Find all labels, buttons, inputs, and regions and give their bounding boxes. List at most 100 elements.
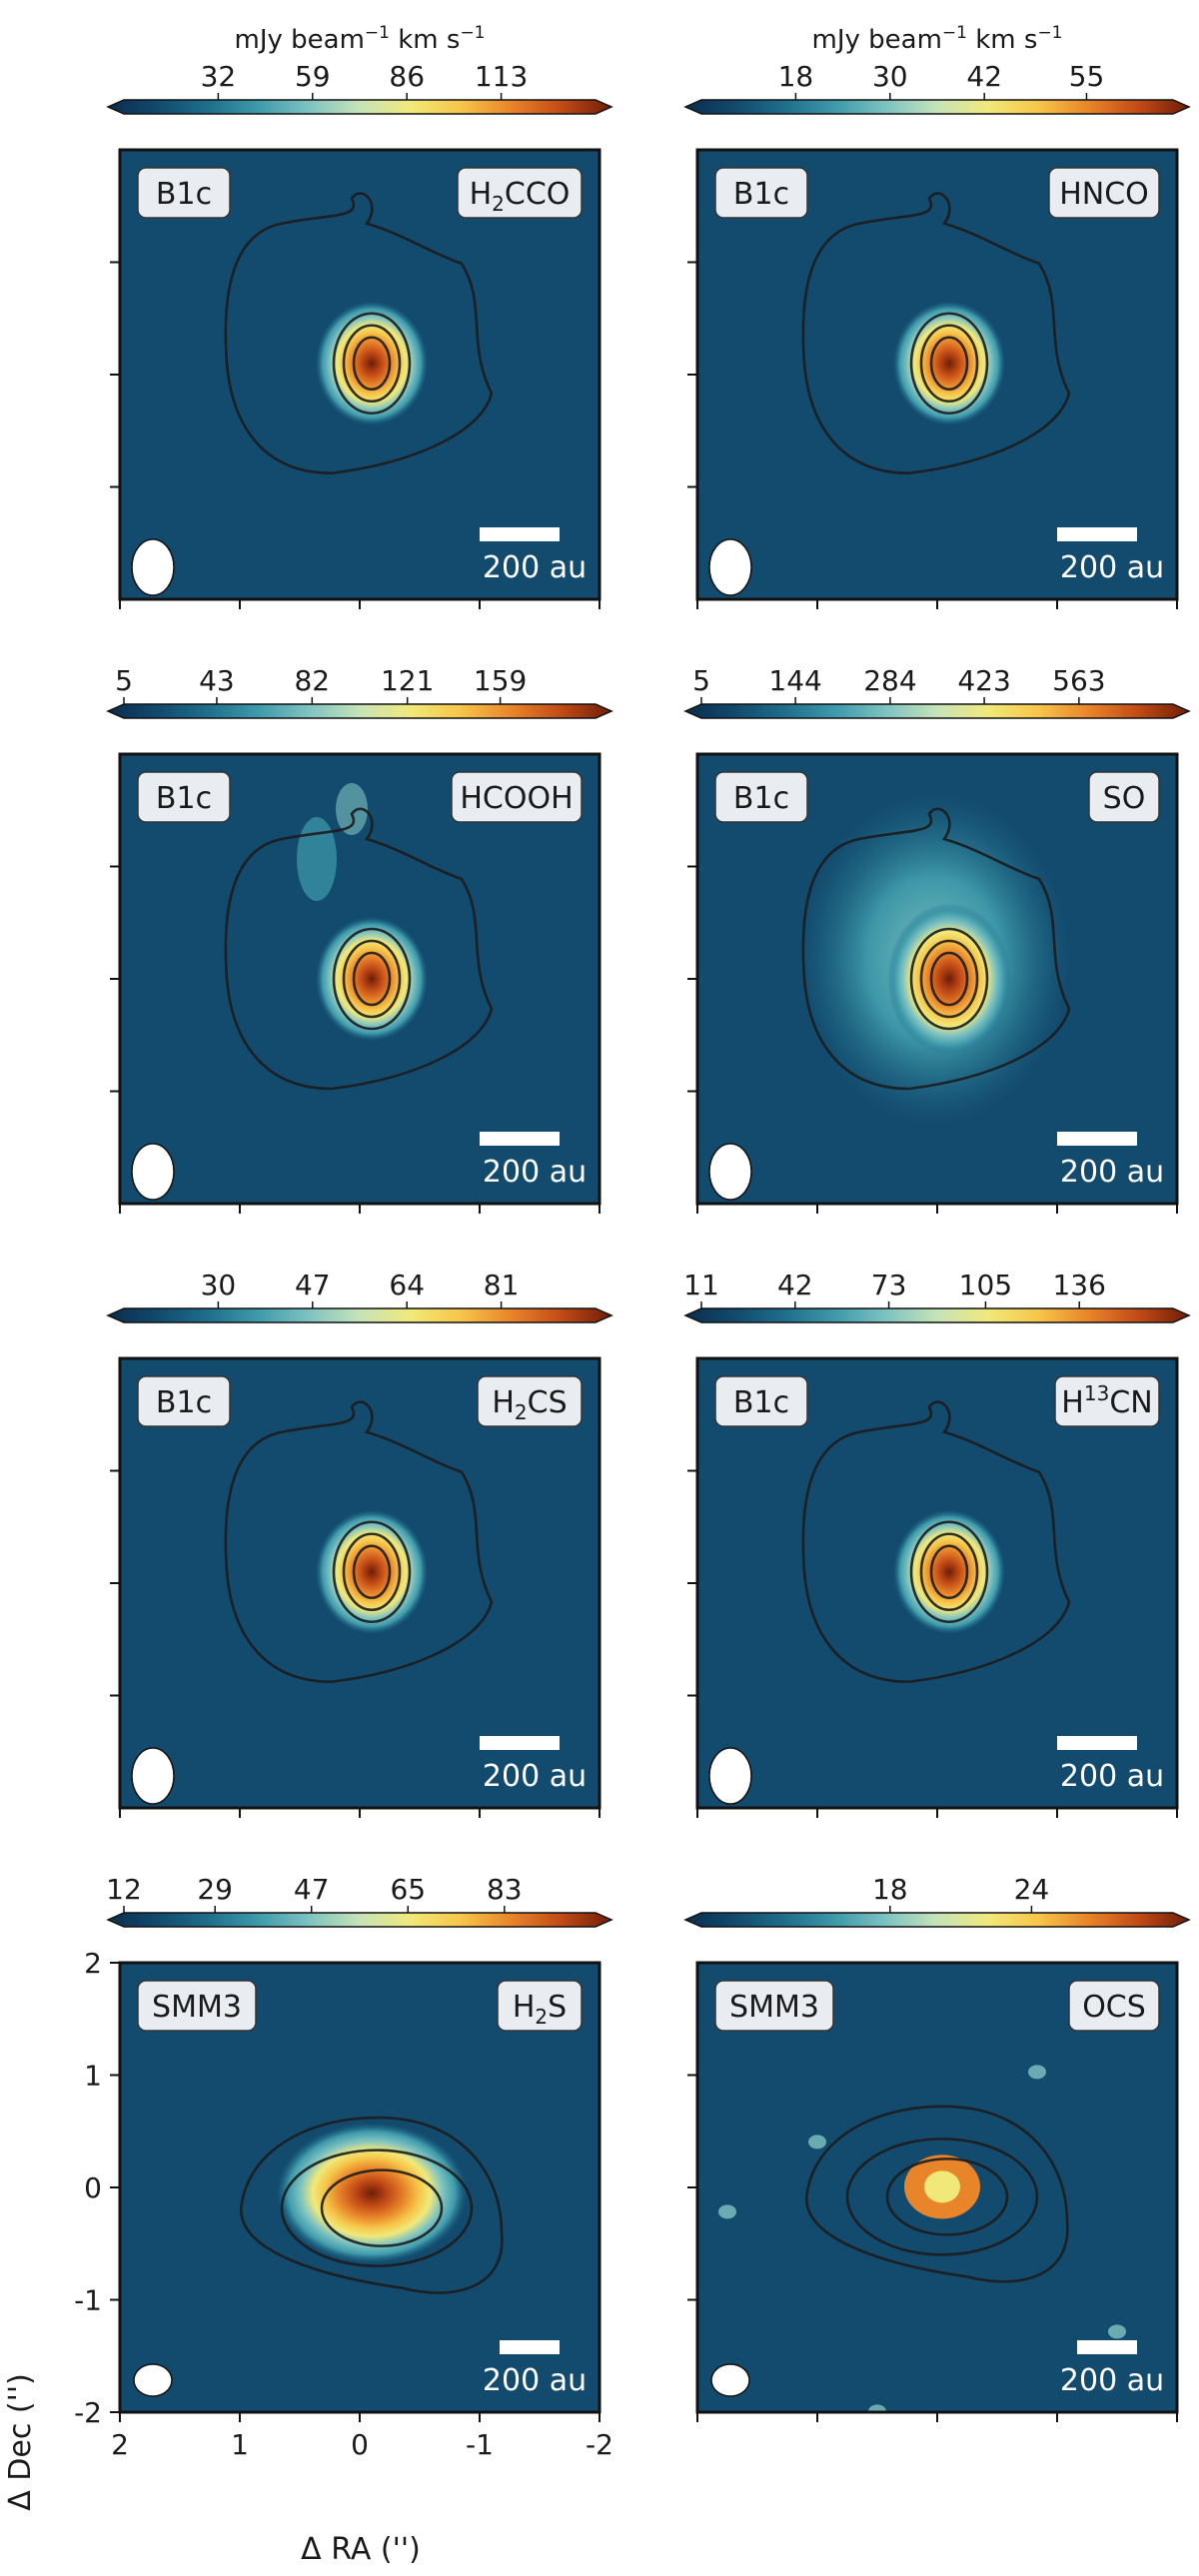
y-tick-label: 1 (84, 2060, 102, 2093)
emission-map (718, 1995, 1156, 2412)
molecule-label-box (1048, 167, 1160, 219)
contours (801, 192, 1071, 475)
colorbar-tick-label: 30 (201, 1269, 237, 1301)
molecule-label: OCS (1082, 1990, 1146, 2025)
panel-b1c-hcn: 11 42 73 105 136 B1c H13CN 200 au (683, 1269, 1191, 1818)
molecule-label: H2CS (492, 1385, 567, 1424)
source-label: SMM3 (729, 1990, 819, 2025)
colorbar-tick-label: 30 (872, 60, 908, 93)
colorbar-tick-label: 47 (294, 1873, 330, 1906)
colorbar-tick-label: 18 (872, 1873, 908, 1906)
molecule-label-box (1088, 771, 1160, 823)
contours (240, 2116, 504, 2294)
contours (801, 1400, 1071, 1684)
x-tick-label: -2 (586, 2428, 613, 2461)
colorbar-tick-label: 5 (692, 664, 710, 697)
molecule-label: H2S (513, 1990, 567, 2029)
scalebar-label: 200 au (483, 1155, 587, 1190)
scalebar-label: 200 au (1060, 550, 1164, 585)
colorbar-tick-label: 86 (389, 60, 425, 93)
source-label-box (714, 1980, 834, 2032)
beam-ellipse (131, 538, 175, 596)
colorbar-tick-label: 563 (1052, 664, 1105, 697)
colorbar-tick-label: 65 (390, 1873, 426, 1906)
colorbar-tick-label: 105 (959, 1269, 1012, 1301)
beam-ellipse (133, 2363, 173, 2397)
panel-b1c-hcooh: 5 43 82 121 159 B1c HCOOH 200 au (106, 664, 613, 1214)
scalebar (1057, 1132, 1137, 1146)
panel-smm3-ocs: 18 24 SMM3 OCS 200 au (683, 1873, 1191, 2422)
source-label: B1c (156, 781, 212, 816)
molecule-label-box (497, 1980, 583, 2032)
scalebar (1077, 2340, 1137, 2354)
colorbar-tick-label: 73 (871, 1269, 907, 1301)
beam-ellipse (708, 538, 752, 596)
emission-map (224, 783, 494, 1091)
source-label-box (137, 1375, 231, 1427)
molecule-label: HCOOH (460, 781, 573, 816)
source-label: B1c (733, 1385, 789, 1420)
molecule-label-box (1054, 1375, 1160, 1427)
colorbar-tick-label: 43 (199, 664, 235, 697)
source-label: SMM3 (152, 1990, 242, 2025)
emission-map (801, 192, 1071, 475)
y-tick-label: -2 (74, 2396, 102, 2429)
scalebar-label: 200 au (1060, 1759, 1164, 1794)
beam-ellipse (708, 1747, 752, 1805)
colorbar-tick-label: 83 (487, 1873, 523, 1906)
scalebar-label: 200 au (483, 1759, 587, 1794)
colorbar-tick-label: 11 (683, 1269, 719, 1301)
molecule-label-box (477, 1375, 583, 1427)
x-tick-label: 2 (111, 2428, 129, 2461)
colorbar-tick-label: 12 (106, 1873, 142, 1906)
colorbar-tick-label: 82 (294, 664, 330, 697)
colorbar-tick-label: 284 (863, 664, 916, 697)
colorbar (683, 703, 1191, 719)
x-tick-label: 0 (351, 2428, 369, 2461)
beam-ellipse (131, 1143, 175, 1201)
source-label-box (137, 167, 231, 219)
source-label-box (714, 167, 808, 219)
y-tick-label: 0 (84, 2171, 102, 2204)
colorbar-tick-label: 5 (115, 664, 133, 697)
colorbar-tick-label: 42 (966, 60, 1002, 93)
contours (224, 807, 494, 1091)
colorbar-tick-label: 81 (484, 1269, 520, 1301)
contours (224, 192, 494, 475)
colorbar (106, 1912, 613, 1928)
scalebar (1057, 527, 1137, 541)
scalebar (480, 1132, 560, 1146)
emission-map (240, 2116, 504, 2294)
x-axis-label: Δ RA ('') (301, 2532, 421, 2567)
molecule-label-box (457, 167, 583, 219)
source-label-box (714, 1375, 808, 1427)
molecule-label: H2CCO (470, 177, 571, 216)
scalebar-label: 200 au (1060, 1155, 1164, 1190)
scalebar (1057, 1736, 1137, 1750)
scalebar-label: 200 au (483, 550, 587, 585)
colorbar-tick-label: 18 (778, 60, 814, 93)
colorbar-tick-label: 59 (295, 60, 331, 93)
molecule-label: HNCO (1059, 177, 1149, 212)
source-label: B1c (156, 177, 212, 212)
colorbar-tick-label: 47 (295, 1269, 331, 1301)
scalebar-label: 200 au (483, 2363, 587, 2398)
x-tick-label: 1 (231, 2428, 249, 2461)
colorbar-unit-label: mJy beam−1 km s−1 (235, 23, 486, 55)
colorbar-tick-label: 64 (389, 1269, 425, 1301)
colorbar-tick-label: 42 (777, 1269, 813, 1301)
colorbar-tick-label: 32 (201, 60, 237, 93)
colorbar-tick-label: 121 (381, 664, 434, 697)
colorbar (106, 1307, 613, 1323)
x-tick-label: -1 (466, 2428, 494, 2461)
panel-b1c-hcs: 30 47 64 81 B1c H2CS 200 au (106, 1269, 613, 1818)
panel-b1c-hcco: 32 59 86 113 mJy beam−1 km s−1 B1c H2CCO 200 au (106, 23, 613, 609)
source-label-box (137, 1980, 257, 2032)
source-label: B1c (733, 177, 789, 212)
scalebar (480, 527, 560, 541)
molecule-label-box (1068, 1980, 1160, 2032)
beam-ellipse (708, 1143, 752, 1201)
colorbar-tick-label: 29 (197, 1873, 233, 1906)
